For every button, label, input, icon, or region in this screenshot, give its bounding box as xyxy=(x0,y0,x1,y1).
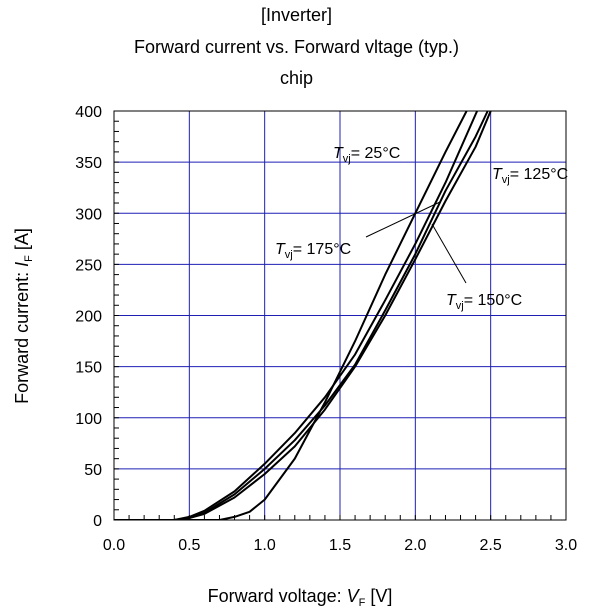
y-tick-label-0: 0 xyxy=(93,513,102,530)
x-tick-label-5: 2.5 xyxy=(480,537,502,554)
x-tick-label-2: 1.0 xyxy=(254,537,276,554)
y-tick-label-6: 300 xyxy=(75,206,102,223)
x-tick-label-4: 2.0 xyxy=(404,537,426,554)
curve-tvj-25-c xyxy=(114,111,468,520)
curve-tvj-150-c xyxy=(114,111,489,520)
chart-title-line-2: Forward current vs. Forward vltage (typ.… xyxy=(133,37,460,57)
leader-line-150c xyxy=(431,223,467,284)
y-tick-label-2: 100 xyxy=(75,411,102,428)
curve-tvj-175-c xyxy=(114,111,479,520)
y-tick-label-5: 250 xyxy=(75,257,102,274)
y-tick-label-7: 350 xyxy=(75,155,102,172)
x-tick-label-1: 0.5 xyxy=(178,537,200,554)
x-tick-labels: 0.0 0.5 1.0 1.5 2.0 2.5 3.0 xyxy=(103,537,577,554)
plot-area-frame xyxy=(113,110,567,521)
annotation-tvj-175c: Tvj= 175°C xyxy=(275,241,351,261)
x-tick-label-0: 0.0 xyxy=(103,537,125,554)
y-tick-label-1: 50 xyxy=(84,462,102,479)
chart-title-line-3: chip xyxy=(279,68,314,88)
annotation-tvj-150c: Tvj= 150°C xyxy=(446,292,522,312)
y-tick-label-3: 150 xyxy=(75,360,102,377)
y-tick-labels: 0 50 100 150 200 250 300 350 400 xyxy=(75,104,102,530)
x-tick-label-6: 3.0 xyxy=(555,537,577,554)
minor-ticks xyxy=(113,110,567,521)
y-axis-title: Forward current: IF [A] xyxy=(12,228,35,404)
chart-title-line-1: [Inverter] xyxy=(260,5,333,25)
annotation-tvj-25c: Tvj= 25°C xyxy=(333,145,400,165)
x-axis-title: Forward voltage: VF [V] xyxy=(208,586,393,609)
annotation-tvj-125c: Tvj= 125°C xyxy=(492,166,568,186)
y-tick-label-8: 400 xyxy=(75,104,102,121)
x-tick-label-3: 1.5 xyxy=(329,537,351,554)
y-tick-label-4: 200 xyxy=(75,309,102,326)
curves xyxy=(114,111,492,520)
leader-line-175c xyxy=(365,201,441,238)
